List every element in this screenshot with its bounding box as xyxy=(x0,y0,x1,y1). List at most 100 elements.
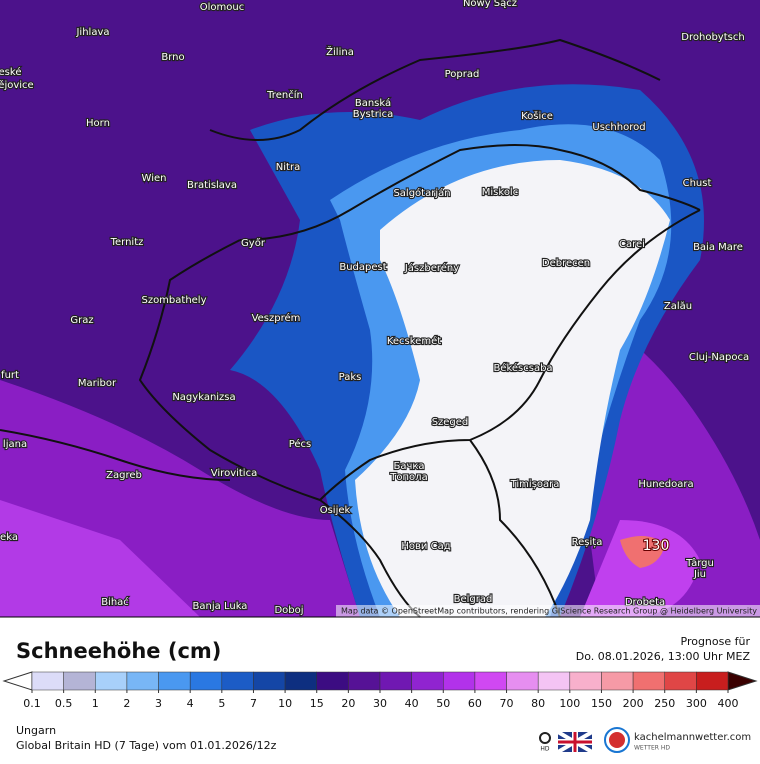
value-annotation: 130 xyxy=(643,538,670,554)
city-label: Žilina xyxy=(326,45,354,58)
city-label: Baia Mare xyxy=(693,242,743,253)
city-label: ějovice xyxy=(0,79,34,91)
city-label: Banská xyxy=(355,97,391,109)
city-label: Pécs xyxy=(289,438,312,450)
colorbar-label: 2 xyxy=(123,697,130,710)
city-label: Győr xyxy=(241,237,266,249)
colorbar-label: 400 xyxy=(718,697,739,710)
model-info: Global Britain HD (7 Tage) vom 01.01.202… xyxy=(16,739,277,752)
city-label: Olomouc xyxy=(200,2,244,13)
colorbar-box xyxy=(569,671,602,691)
forecast-label: Prognose für xyxy=(681,635,751,648)
brand-sub: WETTER HD xyxy=(634,745,670,752)
city-label: furt xyxy=(1,370,19,381)
city-label: Szeged xyxy=(432,417,469,428)
city-label: Maribor xyxy=(78,378,117,389)
colorbar-label: 1 xyxy=(92,697,99,710)
city-label: Zalău xyxy=(664,301,692,312)
city-label: Košice xyxy=(521,110,553,122)
city-label: Cluj-Napoca xyxy=(689,352,749,363)
colorbar-box xyxy=(284,671,317,691)
city-label: Zagreb xyxy=(106,470,142,481)
city-label: Chust xyxy=(683,178,712,189)
colorbar-box xyxy=(411,671,444,691)
colorbar-label: 5 xyxy=(218,697,225,710)
city-label: Hunedoara xyxy=(638,479,693,490)
colorbar-label: 200 xyxy=(623,697,644,710)
colorbar-label: 4 xyxy=(187,697,194,710)
colorbar-box xyxy=(253,671,286,691)
city-label: Топола xyxy=(389,472,427,483)
city-label: Jászberény xyxy=(404,262,459,274)
colorbar-label: 15 xyxy=(310,697,324,710)
city-label: Bihać xyxy=(101,596,129,608)
colorbar: 0.1 0.5 1 2 3 4 5 7 10 15 20 30 40 50 60 70 80 100 150 200 2… xyxy=(2,671,758,710)
colorbar-label: 250 xyxy=(654,697,675,710)
city-label: eské xyxy=(0,66,21,78)
city-label: Nowy Sącz xyxy=(463,0,517,9)
colorbar-box xyxy=(126,671,159,691)
city-label: Doboj xyxy=(274,605,303,616)
brand[interactable]: kachelmannwetter.com xyxy=(634,732,751,743)
city-label: Brno xyxy=(161,52,184,63)
colorbar-box xyxy=(158,671,191,691)
city-label: Târgu xyxy=(685,557,714,569)
colorbar-box xyxy=(601,671,634,691)
colorbar-box xyxy=(696,671,729,691)
city-label: Bratislava xyxy=(187,180,237,191)
city-label: Trenčín xyxy=(266,89,303,101)
city-label: Szombathely xyxy=(141,295,206,306)
forecast-time: Do. 08.01.2026, 13:00 Uhr MEZ xyxy=(576,650,751,663)
city-label: Bystrica xyxy=(353,109,393,120)
city-label: Бачка xyxy=(393,461,424,472)
city-label: Nitra xyxy=(276,162,300,173)
colorbar-box xyxy=(63,671,96,691)
colorbar-box xyxy=(31,671,64,691)
city-label: Miskolc xyxy=(482,187,518,198)
colorbar-label: 80 xyxy=(531,697,545,710)
colorbar-box xyxy=(189,671,223,691)
city-label: Horn xyxy=(86,118,110,129)
city-label: Carei xyxy=(619,239,645,250)
colorbar-box xyxy=(506,671,539,691)
colorbar-box xyxy=(537,671,571,691)
colorbar-label: 60 xyxy=(468,697,482,710)
region: Ungarn xyxy=(16,724,56,737)
colorbar-label: 50 xyxy=(436,697,450,710)
city-label: Debrecen xyxy=(542,258,590,269)
colorbar-label: 0.1 xyxy=(23,697,41,710)
colorbar-box xyxy=(95,671,128,691)
colorbar-box xyxy=(379,671,412,691)
city-label: Timișoara xyxy=(510,479,560,490)
city-label: Wien xyxy=(142,173,167,184)
colorbar-box xyxy=(632,671,665,691)
colorbar-label: 100 xyxy=(559,697,580,710)
city-label: Jiu xyxy=(693,569,706,580)
colorbar-label: 7 xyxy=(250,697,257,710)
city-label: Reșița xyxy=(572,537,603,548)
city-labels: Olomouc Nowy Sącz Jihlava Brno Žilina Poprad D… xyxy=(0,0,750,617)
colorbar-label: 150 xyxy=(591,697,612,710)
city-label: Osijek xyxy=(320,505,351,516)
city-label: Budapest xyxy=(339,262,386,273)
colorbar-over xyxy=(727,671,758,691)
city-label: Paks xyxy=(339,372,362,383)
city-label: ljana xyxy=(3,439,27,450)
colorbar-under xyxy=(2,671,33,691)
colorbar-box xyxy=(316,671,349,691)
city-label: Nagykanizsa xyxy=(172,392,235,403)
colorbar-box xyxy=(474,671,507,691)
city-label: Graz xyxy=(70,315,93,326)
colorbar-label: 0.5 xyxy=(55,697,73,710)
search-icon[interactable] xyxy=(539,732,551,744)
colorbar-box xyxy=(221,671,254,691)
attribution: Map data © OpenStreetMap contributors, r… xyxy=(341,607,757,616)
uk-flag[interactable] xyxy=(556,730,594,754)
city-label: Banja Luka xyxy=(193,601,248,612)
city-label: Salgótarján xyxy=(393,187,450,199)
city-label: Poprad xyxy=(445,69,480,80)
colorbar-label: 3 xyxy=(155,697,162,710)
city-label: Békéscsaba xyxy=(493,362,552,374)
map: Olomouc Nowy Sącz Jihlava Brno Žilina Poprad D… xyxy=(0,0,760,618)
